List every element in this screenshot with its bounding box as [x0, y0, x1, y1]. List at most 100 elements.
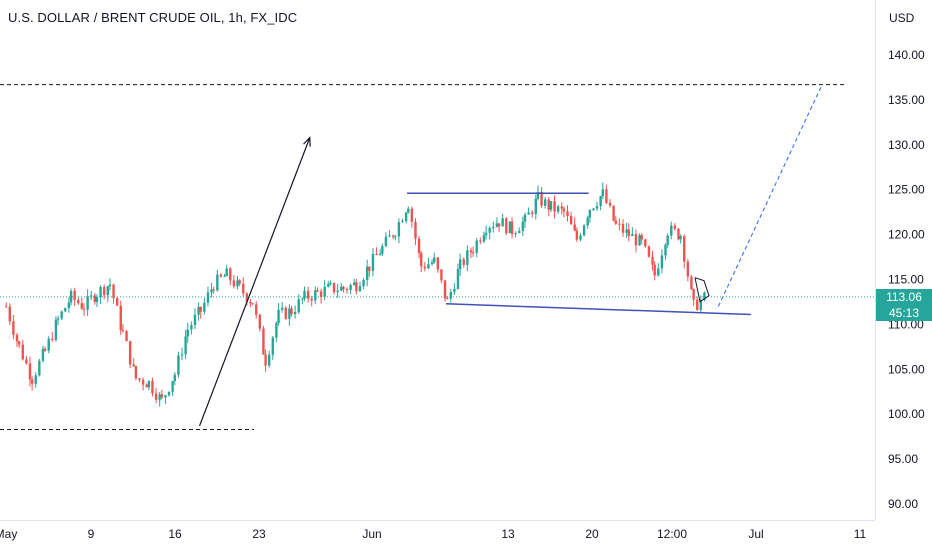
candle-body — [375, 253, 378, 256]
candle-body — [232, 280, 236, 287]
candle-body — [531, 212, 534, 214]
candle-body — [692, 289, 695, 300]
candle-body — [401, 221, 404, 223]
candle-body — [592, 208, 595, 210]
candle-body — [575, 230, 579, 240]
candle-body — [394, 236, 397, 238]
candle-body — [268, 354, 271, 366]
candle-body — [484, 232, 488, 236]
candle-body — [407, 208, 410, 213]
projection-line — [717, 84, 823, 307]
candle-body — [56, 318, 60, 320]
candle-body — [25, 359, 28, 364]
price-axis[interactable]: USD 140.00 135.00 130.00 125.00 120.00 115.00… — [875, 0, 926, 520]
time-axis[interactable]: May 9 16 23 Jun 13 20 12:00 Jul 11 — [0, 520, 875, 542]
candle-body — [229, 268, 232, 281]
candle-body — [627, 229, 630, 237]
candle-body — [410, 208, 414, 222]
candle-body — [540, 191, 543, 206]
candle-body — [28, 363, 32, 380]
y-tick-label: 140.00 — [888, 48, 925, 62]
candle-body — [638, 235, 641, 246]
candle-body — [547, 199, 550, 210]
candle-body — [420, 253, 423, 267]
candle-body — [462, 259, 465, 265]
candle-body — [536, 191, 540, 199]
candle-body — [264, 354, 267, 366]
candle-body — [508, 221, 512, 234]
candle-body — [186, 329, 189, 337]
candle-body — [469, 250, 473, 253]
candle-body — [277, 309, 280, 324]
candle-body — [560, 206, 563, 209]
candle-body — [391, 235, 395, 237]
candle-body — [90, 295, 93, 297]
candle-body — [510, 221, 514, 235]
candle-body — [303, 290, 306, 299]
candle-body — [167, 391, 171, 396]
candle-body — [145, 384, 148, 388]
candle-body — [690, 276, 693, 290]
y-tick-label: 95.00 — [888, 452, 918, 466]
candle-body — [556, 206, 560, 212]
candle-body — [138, 378, 141, 380]
candle-body — [67, 302, 71, 309]
candle-body — [683, 236, 686, 262]
candle-body — [82, 308, 86, 310]
candle-body — [216, 274, 219, 291]
candle-body — [293, 312, 297, 315]
candle-body — [128, 341, 132, 365]
candle-body — [653, 264, 656, 276]
candle-body — [323, 286, 326, 297]
candle-body — [262, 328, 265, 355]
candle-body — [327, 284, 330, 287]
candle-body — [134, 366, 138, 379]
candle-body — [197, 306, 200, 315]
candle-body — [125, 331, 128, 342]
candle-body — [115, 298, 119, 306]
trend-line — [445, 302, 751, 316]
candle-body — [618, 223, 621, 225]
candle-body — [332, 282, 336, 293]
candle-body — [212, 289, 215, 291]
candle-body — [345, 289, 349, 291]
candle-body — [631, 234, 634, 237]
last-price-value: 113.06 — [886, 289, 922, 304]
candle-body — [521, 221, 525, 231]
candle-body — [190, 325, 193, 330]
candle-body — [677, 228, 680, 240]
candle-body — [99, 287, 102, 298]
candle-body — [102, 287, 106, 296]
candle-body — [433, 257, 436, 263]
candle-body — [340, 286, 343, 291]
candle-body — [660, 255, 664, 269]
candle-body — [381, 246, 384, 254]
candles-layer — [5, 182, 706, 407]
candle-body — [453, 288, 456, 293]
candle-body — [495, 223, 499, 227]
candle-body — [297, 299, 300, 313]
candle-body — [679, 236, 682, 240]
candle-body — [501, 218, 504, 227]
candle-body — [553, 201, 556, 212]
candle-body — [404, 212, 408, 222]
candle-body — [456, 269, 460, 289]
candle-body — [34, 375, 37, 384]
x-tick-label: 23 — [252, 527, 266, 541]
candle-body — [621, 223, 625, 233]
candle-body — [275, 323, 278, 338]
candle-body — [223, 276, 226, 278]
candle-body — [329, 282, 332, 285]
candle-body — [612, 205, 615, 221]
candle-body — [549, 201, 553, 210]
candle-body — [151, 380, 154, 394]
candle-body — [154, 393, 158, 400]
candle-body — [319, 291, 323, 297]
candle-body — [177, 355, 180, 375]
x-tick-label: 16 — [168, 527, 182, 541]
candle-body — [355, 282, 358, 292]
candle-body — [280, 307, 284, 310]
candle-body — [251, 303, 254, 305]
